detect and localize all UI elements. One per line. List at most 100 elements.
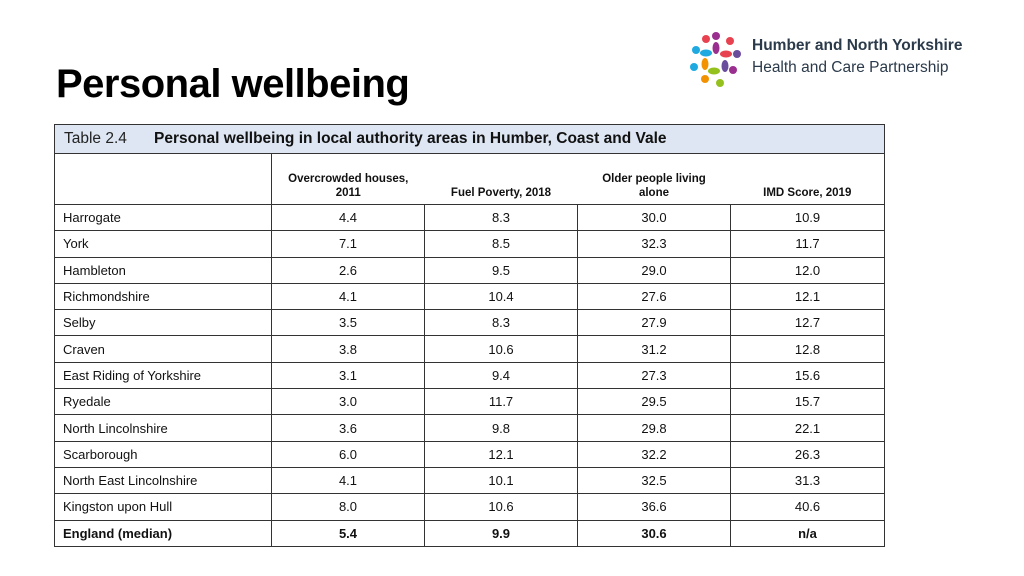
imd-cell: 31.3 (729, 466, 886, 495)
header-overcrowded: Overcrowded houses, 2011 (271, 153, 425, 205)
table-caption-text: Personal wellbeing in local authority ar… (154, 130, 667, 147)
overcrowded-cell: 3.5 (271, 309, 425, 337)
table-row: Selby 3.5 8.3 27.9 12.7 (54, 309, 886, 337)
header-older-alone-line2: alone (638, 187, 670, 199)
alone-cell: 32.2 (577, 440, 731, 468)
fuel-cell: 10.6 (424, 493, 578, 521)
fuel-cell: 12.1 (424, 440, 578, 468)
alone-cell: 29.8 (577, 414, 731, 442)
alone-cell: 30.0 (577, 203, 731, 232)
table-row: North East Lincolnshire 4.1 10.1 32.5 31.3 (54, 466, 886, 495)
overcrowded-cell: 3.6 (271, 414, 425, 442)
table-summary-row: England (median) 5.4 9.9 30.6 n/a (54, 519, 886, 547)
area-name-cell: North Lincolnshire (54, 414, 272, 442)
imd-cell: 12.1 (729, 282, 886, 311)
fuel-cell: 8.3 (424, 309, 578, 337)
slide-title: Personal wellbeing (56, 62, 410, 106)
header-area (54, 153, 272, 205)
table-header-row: Overcrowded houses, 2011 Fuel Poverty, 20… (54, 153, 886, 205)
area-name-cell: North East Lincolnshire (54, 466, 272, 495)
overcrowded-cell: 3.0 (271, 388, 425, 416)
fuel-cell: 11.7 (424, 388, 578, 416)
fuel-cell: 9.8 (424, 414, 578, 442)
area-name-cell: Ryedale (54, 388, 272, 416)
area-name-cell: Hambleton (54, 256, 272, 284)
imd-cell: 12.7 (729, 309, 886, 337)
overcrowded-cell: 4.4 (271, 203, 425, 232)
alone-cell: 29.5 (577, 388, 731, 416)
header-overcrowded-line2: 2011 (335, 187, 361, 199)
overcrowded-cell: 8.0 (271, 493, 425, 521)
header-older-alone-line1: Older people living (602, 173, 706, 185)
table-row: Richmondshire 4.1 10.4 27.6 12.1 (54, 282, 886, 311)
area-name-cell: Harrogate (54, 203, 272, 232)
imd-cell: 12.0 (729, 256, 886, 284)
partnership-logo: Humber and North Yorkshire Health and Ca… (686, 30, 996, 90)
header-fuel-poverty-label: Fuel Poverty, 2018 (450, 187, 552, 199)
overcrowded-cell: 2.6 (271, 256, 425, 284)
partnership-logo-icon (690, 32, 741, 87)
area-name-cell: Craven (54, 335, 272, 363)
table-caption: Table 2.4 Personal wellbeing in local aut… (53, 124, 886, 154)
area-name-cell: Scarborough (54, 440, 272, 468)
fuel-cell: 9.9 (424, 519, 578, 547)
alone-cell: 36.6 (577, 493, 731, 521)
alone-cell: 31.2 (577, 335, 731, 363)
header-older-alone: Older people living alone (577, 153, 731, 205)
alone-cell: 27.9 (577, 309, 731, 337)
fuel-cell: 10.1 (424, 466, 578, 495)
table-row: Craven 3.8 10.6 31.2 12.8 (54, 335, 886, 363)
wellbeing-table: Table 2.4 Personal wellbeing in local aut… (53, 124, 886, 547)
header-imd-score: IMD Score, 2019 (730, 153, 886, 205)
alone-cell: 27.6 (577, 282, 731, 311)
table-row: North Lincolnshire 3.6 9.8 29.8 22.1 (54, 414, 886, 442)
table-row: Kingston upon Hull 8.0 10.6 36.6 40.6 (54, 493, 886, 521)
area-name-cell: Selby (54, 309, 272, 337)
table-body: Table 2.4 Personal wellbeing in local aut… (53, 124, 886, 547)
imd-cell: 15.6 (729, 361, 886, 390)
area-name-cell: York (54, 230, 272, 258)
overcrowded-cell: 3.8 (271, 335, 425, 363)
fuel-cell: 10.4 (424, 282, 578, 311)
overcrowded-cell: 5.4 (271, 519, 425, 547)
table-row: Ryedale 3.0 11.7 29.5 15.7 (54, 388, 886, 416)
imd-cell: 40.6 (729, 493, 886, 521)
header-fuel-poverty: Fuel Poverty, 2018 (424, 153, 578, 205)
alone-cell: 32.5 (577, 466, 731, 495)
alone-cell: 29.0 (577, 256, 731, 284)
wellbeing-table-container: Table 2.4 Personal wellbeing in local aut… (53, 124, 886, 551)
fuel-cell: 8.3 (424, 203, 578, 232)
table-row: Scarborough 6.0 12.1 32.2 26.3 (54, 440, 886, 468)
area-name-cell: East Riding of Yorkshire (54, 361, 272, 390)
area-name-cell: Richmondshire (54, 282, 272, 311)
table-caption-row: Table 2.4 Personal wellbeing in local aut… (53, 124, 886, 154)
area-name-cell: England (median) (54, 519, 272, 547)
logo-title: Humber and North Yorkshire (752, 37, 963, 54)
logo-subtitle: Health and Care Partnership (752, 59, 949, 76)
overcrowded-cell: 3.1 (271, 361, 425, 390)
alone-cell: 30.6 (577, 519, 731, 547)
fuel-cell: 9.5 (424, 256, 578, 284)
overcrowded-cell: 4.1 (271, 282, 425, 311)
imd-cell: 26.3 (729, 440, 886, 468)
table-number: Table 2.4 (64, 130, 127, 147)
imd-cell: 15.7 (729, 388, 886, 416)
fuel-cell: 9.4 (424, 361, 578, 390)
table-row: Hambleton 2.6 9.5 29.0 12.0 (54, 256, 886, 284)
fuel-cell: 10.6 (424, 335, 578, 363)
imd-cell: 22.1 (729, 414, 886, 442)
fuel-cell: 8.5 (424, 230, 578, 258)
alone-cell: 32.3 (577, 230, 731, 258)
overcrowded-cell: 7.1 (271, 230, 425, 258)
imd-cell: 11.7 (729, 230, 886, 258)
header-overcrowded-line1: Overcrowded houses, (288, 173, 409, 185)
header-imd-score-label: IMD Score, 2019 (763, 187, 852, 199)
table-row: Harrogate 4.4 8.3 30.0 10.9 (54, 203, 886, 232)
table-row: East Riding of Yorkshire 3.1 9.4 27.3 15.6 (54, 361, 886, 390)
alone-cell: 27.3 (577, 361, 731, 390)
imd-cell: 10.9 (729, 203, 886, 232)
overcrowded-cell: 4.1 (271, 466, 425, 495)
area-name-cell: Kingston upon Hull (54, 493, 272, 521)
imd-cell: n/a (729, 519, 886, 547)
imd-cell: 12.8 (729, 335, 886, 363)
